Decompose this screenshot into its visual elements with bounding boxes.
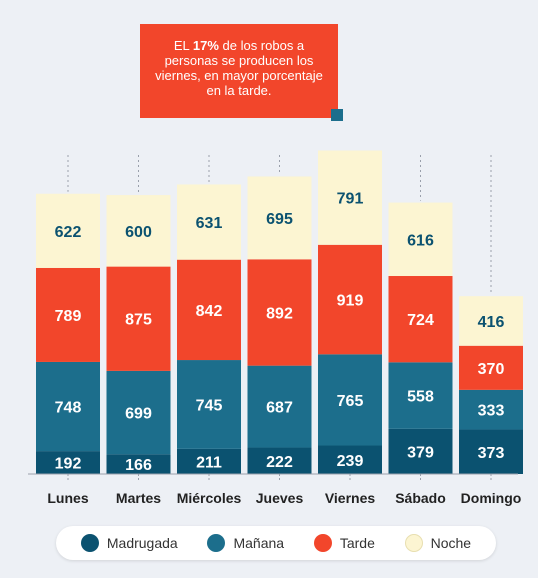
bar-madrugada-1 <box>106 454 171 474</box>
bar-tarde-0 <box>36 267 100 362</box>
value-label-madrugada-0: 192 <box>55 456 82 473</box>
bar-tarde-1 <box>106 266 171 371</box>
value-label-madrugada-5: 379 <box>407 444 434 461</box>
bar-tarde-5 <box>388 276 453 363</box>
legend-item-manana: Mañana <box>207 534 284 552</box>
value-label-manana-4: 765 <box>337 393 364 410</box>
bar-tarde-4 <box>318 244 382 355</box>
bar-manana-6 <box>459 389 523 430</box>
value-label-noche-6: 416 <box>478 314 505 331</box>
bar-noche-6 <box>459 296 523 346</box>
legend-item-tarde: Tarde <box>313 534 375 552</box>
legend-label-madrugada: Madrugada <box>106 535 178 551</box>
bar-noche-2 <box>177 184 241 260</box>
value-label-tarde-6: 370 <box>478 361 505 378</box>
bar-manana-0 <box>36 361 100 452</box>
value-label-tarde-5: 724 <box>407 312 434 329</box>
bar-noche-3 <box>247 176 312 260</box>
legend-swatch-noche <box>404 534 423 552</box>
value-label-madrugada-3: 222 <box>266 454 293 471</box>
bar-noche-4 <box>318 150 382 245</box>
legend-label-tarde: Tarde <box>339 535 375 551</box>
category-label-3: Jueves <box>256 490 304 506</box>
bar-manana-2 <box>177 360 241 449</box>
bar-noche-5 <box>388 202 453 277</box>
legend-item-noche: Noche <box>404 534 472 552</box>
bar-tarde-3 <box>247 259 312 366</box>
value-label-tarde-4: 919 <box>337 293 364 310</box>
legend-label-manana: Mañana <box>233 535 285 551</box>
value-label-noche-2: 631 <box>196 215 223 232</box>
legend-swatch-manana <box>207 534 226 552</box>
category-label-0: Lunes <box>47 490 88 506</box>
bar-manana-3 <box>247 365 312 448</box>
bar-madrugada-0 <box>36 451 100 474</box>
bar-madrugada-5 <box>388 428 453 474</box>
category-label-1: Martes <box>116 490 161 506</box>
bar-manana-1 <box>106 370 171 455</box>
value-label-madrugada-4: 239 <box>337 453 364 470</box>
legend-swatch-madrugada <box>80 534 99 552</box>
category-label-4: Viernes <box>325 490 376 506</box>
value-label-tarde-3: 892 <box>266 305 293 322</box>
callout-box: EL 17% de los robos a personas se produc… <box>140 24 338 118</box>
value-label-tarde-0: 789 <box>55 308 82 325</box>
callout-text-post: de los robos a personas se producen los … <box>155 38 323 98</box>
legend-item-madrugada: Madrugada <box>80 534 178 552</box>
callout-marker <box>331 109 343 121</box>
value-label-noche-5: 616 <box>407 232 434 249</box>
bar-tarde-2 <box>177 259 241 361</box>
callout-highlight: 17% <box>192 38 219 53</box>
bar-madrugada-2 <box>177 448 241 474</box>
bar-madrugada-3 <box>247 447 312 474</box>
bar-madrugada-6 <box>459 429 523 474</box>
value-label-noche-1: 600 <box>125 224 152 241</box>
legend: Madrugada Mañana Tarde Noche <box>56 526 496 560</box>
value-label-tarde-1: 875 <box>125 312 152 329</box>
bar-manana-5 <box>388 362 453 429</box>
value-label-noche-0: 622 <box>55 224 82 241</box>
callout-text-pre: EL <box>173 38 193 53</box>
value-label-manana-1: 699 <box>125 406 152 423</box>
bar-noche-0 <box>36 193 100 268</box>
value-label-tarde-2: 842 <box>196 303 223 320</box>
value-label-madrugada-6: 373 <box>478 445 505 462</box>
value-label-manana-5: 558 <box>407 389 434 406</box>
legend-label-noche: Noche <box>430 535 472 551</box>
value-label-manana-0: 748 <box>55 400 82 417</box>
value-label-noche-4: 791 <box>337 191 364 208</box>
bar-madrugada-4 <box>318 445 382 474</box>
value-label-madrugada-1: 166 <box>125 457 152 474</box>
category-label-5: Sábado <box>395 490 446 506</box>
bar-tarde-6 <box>459 345 523 390</box>
value-label-manana-2: 745 <box>196 397 223 414</box>
value-label-noche-3: 695 <box>266 211 293 228</box>
category-label-2: Miércoles <box>177 490 242 506</box>
value-label-manana-3: 687 <box>266 400 293 417</box>
legend-swatch-tarde <box>313 534 332 552</box>
bar-noche-1 <box>106 195 171 267</box>
value-label-manana-6: 333 <box>478 403 505 420</box>
bar-manana-4 <box>318 354 382 446</box>
category-label-6: Domingo <box>461 490 522 506</box>
value-label-madrugada-2: 211 <box>196 454 222 471</box>
